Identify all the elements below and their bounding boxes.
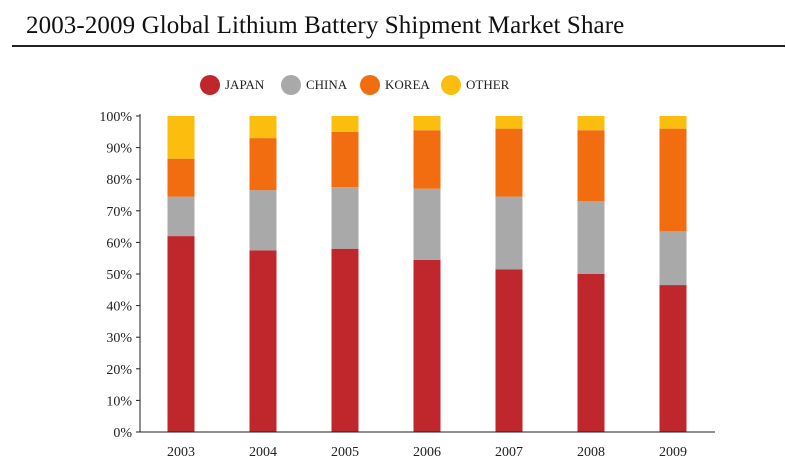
bar-segment-china	[659, 231, 687, 286]
bar-segment-other	[659, 116, 687, 129]
bar-segment-korea	[167, 158, 195, 197]
bar-segment-korea	[331, 131, 359, 188]
bar-segment-japan	[413, 259, 441, 432]
y-tick-label: 10%	[106, 394, 132, 409]
bar-segment-korea	[413, 130, 441, 189]
bar-segment-japan	[577, 274, 605, 432]
legend-swatch-japan	[200, 75, 220, 95]
bar-segment-china	[495, 196, 523, 270]
legend-swatch-korea	[360, 75, 380, 95]
bar-segment-japan	[249, 250, 277, 432]
bar-segment-korea	[249, 138, 277, 191]
bar-segment-other	[331, 116, 359, 132]
bar-segment-korea	[495, 128, 523, 197]
x-tick-label: 2004	[249, 445, 277, 460]
bar-segment-other	[413, 116, 441, 131]
bar-segment-japan	[495, 269, 523, 432]
y-tick-label: 90%	[106, 142, 132, 157]
x-tick-label: 2005	[331, 445, 359, 460]
bars	[167, 116, 687, 432]
y-axis: 0% 10% 20% 30% 40% 50% 60% 70% 80% 90% 100%	[99, 110, 141, 441]
chart-title: 2003-2009 Global Lithium Battery Shipmen…	[26, 12, 625, 39]
y-tick-label: 50%	[106, 268, 132, 283]
bar-segment-china	[167, 196, 195, 237]
bar-segment-korea	[577, 130, 605, 202]
legend-swatch-china	[281, 75, 301, 95]
x-axis: 2003 2004 2005 2006 2007 2008 2009	[140, 431, 715, 460]
bar-segment-japan	[331, 248, 359, 432]
bar-segment-other	[167, 116, 195, 159]
y-tick-label: 70%	[106, 205, 132, 220]
bar-segment-japan	[167, 236, 195, 432]
legend-label-china: CHINA	[306, 77, 348, 92]
y-tick-label: 20%	[106, 363, 132, 378]
x-tick-label: 2003	[167, 445, 195, 460]
bar-segment-japan	[659, 285, 687, 432]
x-tick-label: 2007	[495, 445, 523, 460]
x-tick-label: 2006	[413, 445, 441, 460]
bar-segment-china	[577, 201, 605, 274]
x-tick-label: 2009	[659, 445, 687, 460]
x-tick-label: 2008	[577, 445, 605, 460]
legend-label-japan: JAPAN	[225, 77, 265, 92]
bar-segment-china	[249, 190, 277, 251]
legend: JAPAN CHINA KOREA OTHER	[200, 75, 510, 95]
title-underline	[12, 45, 785, 47]
bar-segment-other	[577, 116, 605, 131]
bar-segment-korea	[659, 128, 687, 232]
bar-segment-other	[249, 116, 277, 139]
y-tick-label: 40%	[106, 300, 132, 315]
legend-label-other: OTHER	[466, 77, 510, 92]
bar-segment-china	[413, 188, 441, 260]
legend-label-korea: KOREA	[385, 77, 430, 92]
bar-segment-other	[495, 116, 523, 129]
bar-segment-china	[331, 187, 359, 249]
legend-swatch-other	[441, 75, 461, 95]
y-tick-label: 0%	[113, 426, 132, 441]
y-tick-label: 80%	[106, 173, 132, 188]
y-tick-label: 60%	[106, 236, 132, 251]
y-tick-label: 30%	[106, 331, 132, 346]
y-tick-label: 100%	[99, 110, 132, 125]
